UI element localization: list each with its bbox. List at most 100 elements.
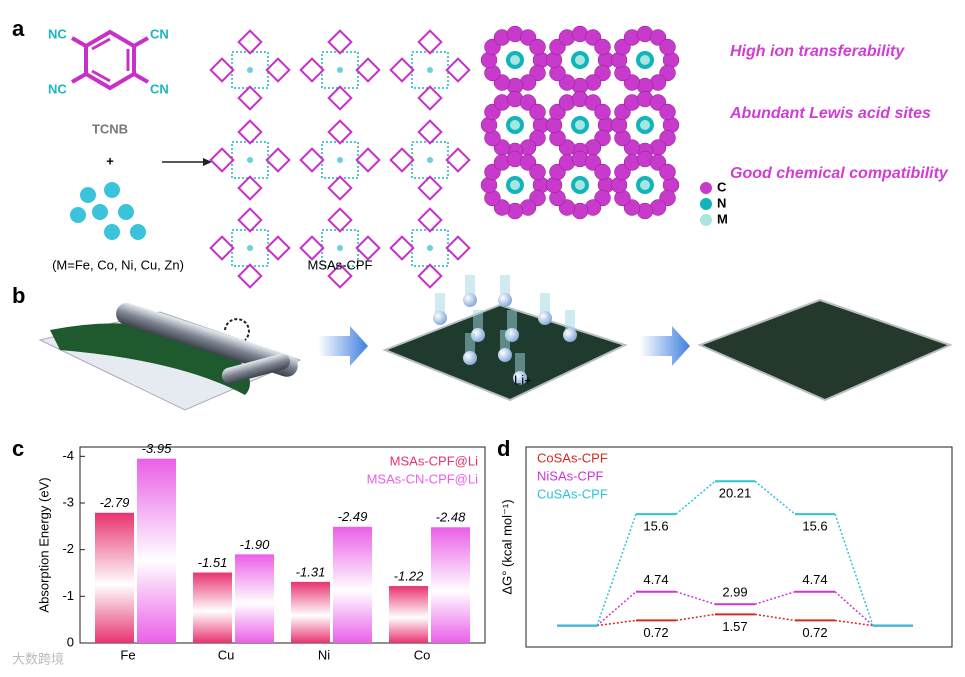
y-tick-label: -1 [62, 588, 74, 603]
value-label: -2.48 [436, 510, 466, 525]
value-label: -3.95 [142, 441, 172, 456]
value-label: -1.51 [198, 555, 228, 570]
ion [498, 293, 512, 307]
isoindole [327, 207, 353, 233]
isoindole [209, 57, 235, 83]
atom [575, 180, 585, 190]
arrowhead [203, 158, 212, 166]
y-tick-label: -4 [62, 448, 74, 463]
panel-a: a NC CN NC CN TCNB + (M=Fe, Co, Ni, Cu, … [12, 16, 949, 289]
bar [95, 512, 134, 643]
plot-frame [79, 446, 486, 644]
value-label: 1.57 [722, 619, 747, 634]
isoindole [327, 119, 353, 145]
film-surface [697, 298, 953, 402]
metals-note: (M=Fe, Co, Ni, Cu, Zn) [52, 257, 184, 272]
atom [594, 103, 611, 121]
metal-atom [104, 224, 120, 240]
ion-trail [465, 333, 475, 358]
metal-atom [130, 224, 146, 240]
connector [675, 480, 716, 515]
ion [433, 311, 447, 325]
ion [538, 311, 552, 325]
isoindole [299, 147, 325, 173]
isoindole [389, 147, 415, 173]
isoindole [327, 85, 353, 111]
isoindole [237, 175, 263, 201]
plot-frame [525, 446, 953, 648]
panel-b: b Li+ [12, 275, 953, 411]
isoindole [209, 235, 235, 261]
x-tick-label: Co [414, 647, 431, 662]
connector [675, 613, 716, 622]
atom [529, 103, 546, 121]
connector [596, 591, 637, 627]
metal-atom [104, 182, 120, 198]
value-label: 0.72 [802, 625, 827, 640]
isoindole [299, 235, 325, 261]
ion [498, 348, 512, 362]
isoindole [445, 235, 471, 261]
value-label: 2.99 [722, 585, 747, 600]
isoindole [327, 29, 353, 55]
atom [640, 180, 650, 190]
bar [333, 526, 372, 643]
isoindole [237, 29, 263, 55]
isoindole [237, 263, 263, 289]
metal-atom [118, 204, 134, 220]
ion-trail [500, 330, 510, 355]
legend-label: N [717, 195, 726, 210]
y-tick-label: -2 [62, 541, 74, 556]
reactant-name: TCNB [92, 121, 128, 136]
feature: Good chemical compatibility [730, 165, 949, 182]
ion-trail [540, 293, 550, 318]
bond [71, 72, 87, 84]
ion-trail [435, 293, 445, 318]
bar [389, 586, 428, 643]
atom [510, 180, 520, 190]
value-label: 15.6 [802, 519, 827, 534]
isoindole [445, 147, 471, 173]
value-label: 15.6 [643, 519, 668, 534]
isoindole [327, 263, 353, 289]
connector [675, 591, 716, 605]
metal-center [337, 245, 343, 251]
isoindole [445, 57, 471, 83]
atom [659, 38, 676, 56]
roller [221, 353, 290, 384]
panel-label: c [12, 436, 24, 461]
value-label: -2.49 [338, 509, 368, 524]
atom [510, 120, 520, 130]
isoindole [265, 235, 291, 261]
ion-trail [515, 353, 525, 378]
metal-center [337, 67, 343, 73]
value-label: 4.74 [643, 572, 668, 587]
atom [594, 38, 611, 56]
value-label: 0.72 [643, 625, 668, 640]
bar [137, 458, 176, 643]
process-arrow [318, 326, 368, 366]
isoindole [355, 147, 381, 173]
metal-center [247, 245, 253, 251]
isoindole [355, 57, 381, 83]
metal-center [427, 245, 433, 251]
atom [640, 120, 650, 130]
bar [431, 527, 470, 643]
legend-label: CoSAs-CPF [537, 450, 608, 465]
atom [529, 38, 546, 56]
bar [291, 581, 330, 643]
isoindole [389, 57, 415, 83]
isoindole [265, 57, 291, 83]
value-label: -1.31 [296, 564, 326, 579]
metal-center [247, 67, 253, 73]
substituent: NC [48, 26, 67, 41]
product-name: MSAs-CPF [308, 257, 373, 272]
metal-atom [80, 187, 96, 203]
connector [834, 591, 874, 627]
atom [575, 120, 585, 130]
isoindole [417, 29, 443, 55]
isoindole [237, 207, 263, 233]
isoindole [389, 235, 415, 261]
roller [116, 302, 298, 377]
